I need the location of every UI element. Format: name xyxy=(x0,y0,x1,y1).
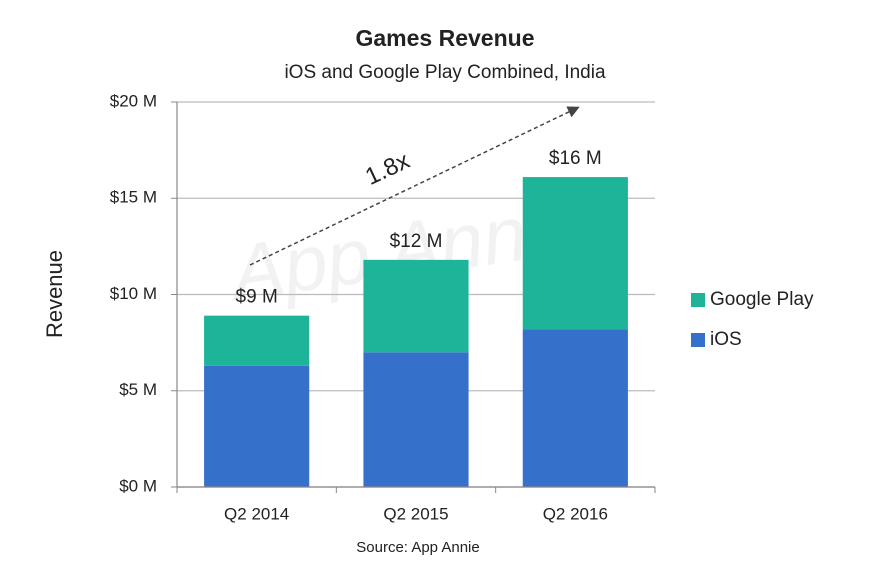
total-label: $12 M xyxy=(390,231,443,252)
bar-segment xyxy=(204,365,310,487)
bar-segment xyxy=(363,259,469,353)
legend-swatch xyxy=(691,333,705,347)
trend-arrow xyxy=(249,106,580,266)
bar-segment xyxy=(522,177,628,330)
y-tick-label: $10 M xyxy=(110,284,157,303)
y-tick-label: $0 M xyxy=(119,476,157,495)
x-tick-label: Q2 2014 xyxy=(224,504,289,523)
y-tick-label: $15 M xyxy=(110,188,157,207)
legend-label: iOS xyxy=(710,329,742,350)
total-label: $9 M xyxy=(236,287,278,308)
bar-segment xyxy=(363,352,469,487)
chart-title: Games Revenue xyxy=(356,25,535,51)
y-tick-label: $20 M xyxy=(110,91,157,110)
x-tick-label: Q2 2015 xyxy=(383,504,448,523)
legend-label: Google Play xyxy=(710,289,814,310)
legend-swatch xyxy=(691,293,705,307)
y-axis-label: Revenue xyxy=(42,250,67,338)
source: Source: App Annie xyxy=(356,539,479,556)
y-tick-label: $5 M xyxy=(119,380,157,399)
chart-subtitle: iOS and Google Play Combined, India xyxy=(284,62,606,83)
bar-segment xyxy=(522,329,628,487)
x-tick-label: Q2 2016 xyxy=(543,504,608,523)
bar-segment xyxy=(204,315,310,366)
annotation: 1.8x xyxy=(361,147,414,191)
total-label: $16 M xyxy=(549,148,602,169)
